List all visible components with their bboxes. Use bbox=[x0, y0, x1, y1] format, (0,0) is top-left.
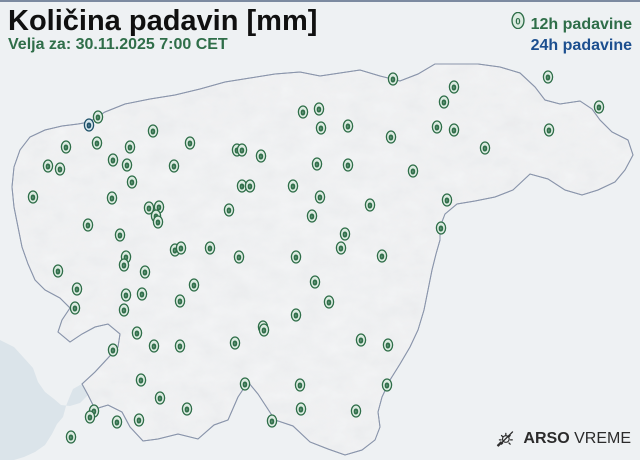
svg-text:0: 0 bbox=[237, 253, 241, 262]
svg-text:0: 0 bbox=[179, 244, 183, 253]
svg-text:0: 0 bbox=[130, 178, 134, 187]
svg-text:0: 0 bbox=[315, 160, 319, 169]
svg-text:0: 0 bbox=[111, 346, 115, 355]
svg-text:0: 0 bbox=[31, 193, 35, 202]
svg-text:0: 0 bbox=[597, 103, 601, 112]
svg-text:0: 0 bbox=[122, 306, 126, 315]
svg-text:0: 0 bbox=[151, 127, 155, 136]
svg-text:0: 0 bbox=[243, 380, 247, 389]
svg-text:0: 0 bbox=[137, 416, 141, 425]
svg-text:0: 0 bbox=[354, 407, 358, 416]
svg-text:0: 0 bbox=[140, 290, 144, 299]
svg-text:0: 0 bbox=[124, 291, 128, 300]
svg-text:0: 0 bbox=[319, 124, 323, 133]
svg-text:0: 0 bbox=[294, 311, 298, 320]
svg-text:0: 0 bbox=[96, 113, 100, 122]
svg-text:0: 0 bbox=[64, 143, 68, 152]
svg-text:0: 0 bbox=[86, 221, 90, 230]
svg-text:0: 0 bbox=[156, 218, 160, 227]
svg-text:0: 0 bbox=[298, 381, 302, 390]
svg-text:0: 0 bbox=[291, 182, 295, 191]
svg-text:0: 0 bbox=[178, 342, 182, 351]
svg-text:0: 0 bbox=[262, 326, 266, 335]
svg-text:0: 0 bbox=[135, 329, 139, 338]
svg-text:0: 0 bbox=[73, 304, 77, 313]
svg-text:0: 0 bbox=[339, 244, 343, 253]
svg-text:0: 0 bbox=[346, 122, 350, 131]
svg-text:0: 0 bbox=[125, 161, 129, 170]
svg-text:0: 0 bbox=[359, 336, 363, 345]
svg-text:0: 0 bbox=[75, 285, 79, 294]
svg-text:0: 0 bbox=[158, 394, 162, 403]
svg-text:0: 0 bbox=[442, 98, 446, 107]
svg-text:0: 0 bbox=[270, 417, 274, 426]
svg-text:0: 0 bbox=[435, 123, 439, 132]
svg-text:0: 0 bbox=[248, 182, 252, 191]
svg-text:0: 0 bbox=[368, 201, 372, 210]
svg-text:0: 0 bbox=[240, 182, 244, 191]
svg-text:0: 0 bbox=[318, 193, 322, 202]
svg-text:0: 0 bbox=[178, 297, 182, 306]
svg-text:0: 0 bbox=[445, 196, 449, 205]
svg-text:0: 0 bbox=[411, 167, 415, 176]
svg-text:0: 0 bbox=[46, 162, 50, 171]
svg-text:0: 0 bbox=[56, 267, 60, 276]
svg-text:0: 0 bbox=[122, 261, 126, 270]
svg-text:0: 0 bbox=[233, 339, 237, 348]
svg-text:0: 0 bbox=[172, 162, 176, 171]
svg-text:0: 0 bbox=[115, 418, 119, 427]
svg-text:0: 0 bbox=[259, 152, 263, 161]
svg-text:0: 0 bbox=[546, 73, 550, 82]
svg-text:0: 0 bbox=[391, 75, 395, 84]
svg-text:0: 0 bbox=[380, 252, 384, 261]
svg-text:0: 0 bbox=[385, 381, 389, 390]
svg-text:0: 0 bbox=[389, 133, 393, 142]
svg-text:0: 0 bbox=[547, 126, 551, 135]
svg-text:0: 0 bbox=[346, 161, 350, 170]
svg-text:0: 0 bbox=[110, 194, 114, 203]
svg-text:0: 0 bbox=[439, 224, 443, 233]
svg-text:0: 0 bbox=[515, 16, 520, 26]
svg-text:0: 0 bbox=[301, 108, 305, 117]
svg-text:0: 0 bbox=[95, 139, 99, 148]
svg-text:0: 0 bbox=[188, 139, 192, 148]
svg-text:0: 0 bbox=[118, 231, 122, 240]
svg-text:0: 0 bbox=[185, 405, 189, 414]
svg-text:0: 0 bbox=[327, 298, 331, 307]
svg-text:0: 0 bbox=[192, 281, 196, 290]
svg-text:0: 0 bbox=[87, 121, 91, 130]
svg-text:0: 0 bbox=[452, 126, 456, 135]
svg-text:0: 0 bbox=[299, 405, 303, 414]
svg-text:0: 0 bbox=[343, 230, 347, 239]
svg-text:0: 0 bbox=[58, 165, 62, 174]
svg-text:0: 0 bbox=[227, 206, 231, 215]
svg-text:0: 0 bbox=[69, 433, 73, 442]
svg-text:0: 0 bbox=[240, 146, 244, 155]
svg-text:0: 0 bbox=[313, 278, 317, 287]
svg-text:0: 0 bbox=[317, 105, 321, 114]
svg-text:0: 0 bbox=[152, 342, 156, 351]
svg-text:0: 0 bbox=[143, 268, 147, 277]
svg-text:0: 0 bbox=[452, 83, 456, 92]
svg-text:0: 0 bbox=[294, 253, 298, 262]
svg-text:0: 0 bbox=[111, 156, 115, 165]
svg-text:0: 0 bbox=[139, 376, 143, 385]
svg-text:0: 0 bbox=[386, 341, 390, 350]
svg-text:0: 0 bbox=[310, 212, 314, 221]
svg-text:0: 0 bbox=[208, 244, 212, 253]
svg-text:0: 0 bbox=[483, 144, 487, 153]
svg-text:0: 0 bbox=[88, 413, 92, 422]
svg-text:0: 0 bbox=[128, 143, 132, 152]
